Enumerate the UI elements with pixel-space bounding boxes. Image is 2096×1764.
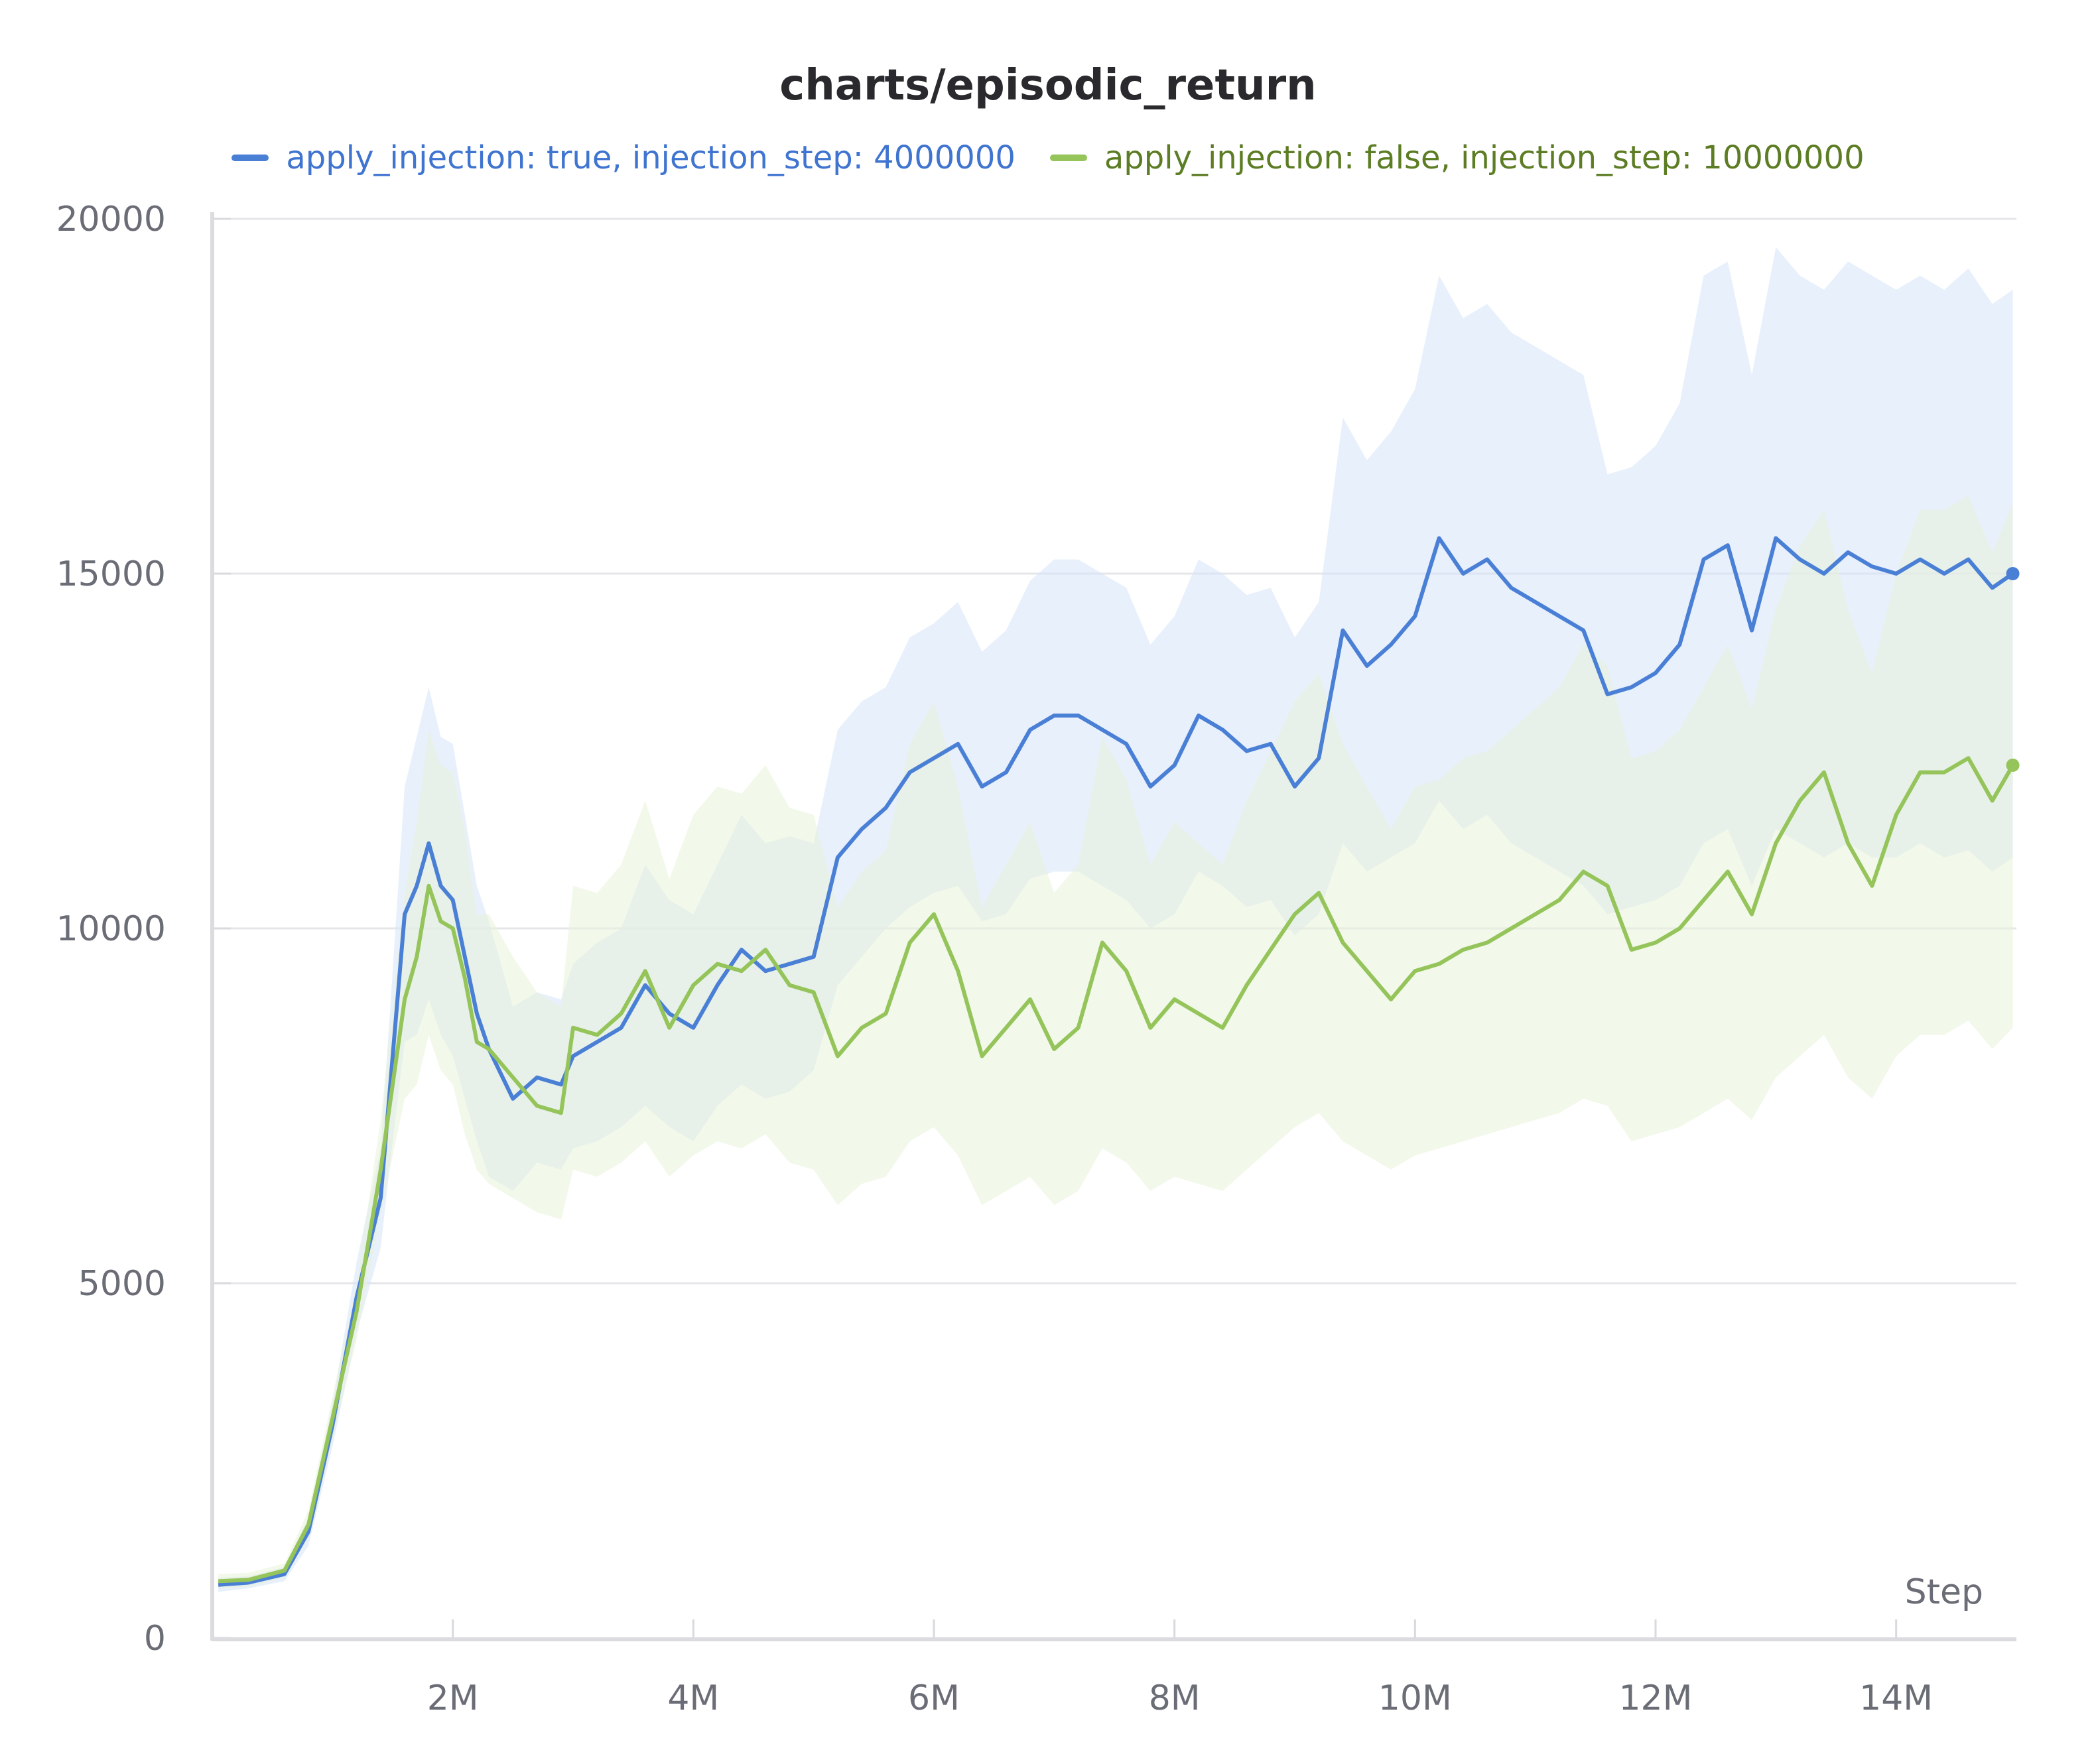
y-tick-label-4: 20000 xyxy=(56,200,166,239)
series-lines xyxy=(218,536,2020,1587)
axes xyxy=(210,212,2016,1641)
legend: apply_injection: true, injection_step: 4… xyxy=(0,139,2096,176)
endpoint-series-1 xyxy=(2006,758,2020,772)
x-tick-label-0: 2M xyxy=(427,1678,479,1718)
y-tick-label-0: 0 xyxy=(144,1619,166,1659)
band-series-0 xyxy=(218,247,2013,1592)
legend-swatch-injection-true xyxy=(231,155,269,161)
legend-item-injection-false[interactable]: apply_injection: false, injection_step: … xyxy=(1049,139,1865,176)
y-tick-label-1: 5000 xyxy=(78,1264,166,1304)
line-series-1 xyxy=(218,756,2015,1584)
x-tick-label-2: 6M xyxy=(908,1678,960,1718)
endpoint-series-0 xyxy=(2006,567,2020,580)
x-tick-label-4: 10M xyxy=(1378,1678,1452,1718)
x-tick-label-5: 12M xyxy=(1618,1678,1692,1718)
x-axis-label: Step xyxy=(1905,1572,1983,1612)
chart-title: charts/episodic_return xyxy=(779,61,1317,110)
y-tick-label-3: 15000 xyxy=(56,554,166,594)
x-tick-label-3: 8M xyxy=(1149,1678,1201,1718)
legend-label-injection-false: apply_injection: false, injection_step: … xyxy=(1104,139,1865,176)
y-tick-label-2: 10000 xyxy=(56,909,166,949)
legend-label-injection-true: apply_injection: true, injection_step: 4… xyxy=(286,139,1015,176)
band-series-1 xyxy=(218,495,2013,1589)
legend-swatch-injection-false xyxy=(1049,155,1087,161)
confidence-bands xyxy=(218,247,2013,1592)
legend-item-injection-true[interactable]: apply_injection: true, injection_step: 4… xyxy=(231,139,1015,176)
line-series-0 xyxy=(218,536,2014,1587)
tick-labels: 0 5000 10000 15000 20000 2M 4M 6M 8M 10M 12M 14M xyxy=(56,200,1933,1718)
x-tick-label-6: 14M xyxy=(1859,1678,1933,1718)
x-tick-label-1: 4M xyxy=(667,1678,719,1718)
